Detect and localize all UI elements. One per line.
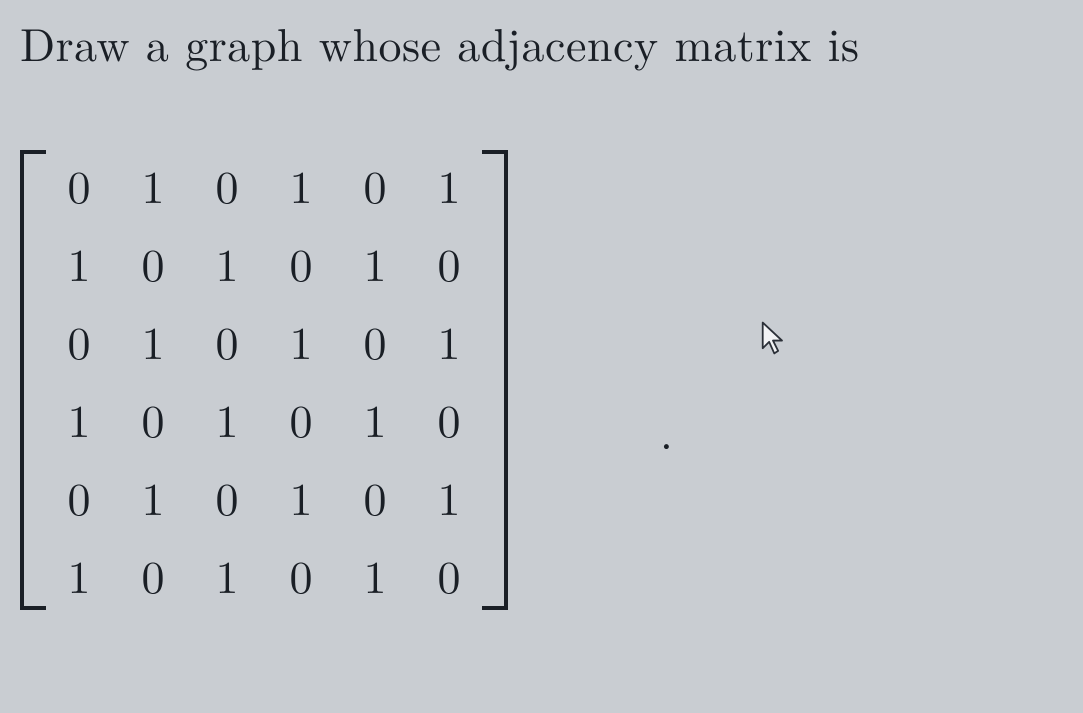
question-prompt: Draw a graph whose adjacency matrix is <box>20 10 860 75</box>
matrix-cell: 0 <box>64 162 94 208</box>
trailing-period: . <box>660 398 673 463</box>
matrix-cell: 1 <box>212 396 242 442</box>
matrix-cell: 1 <box>138 318 168 364</box>
matrix-cell: 1 <box>212 240 242 286</box>
matrix-cell: 0 <box>360 162 390 208</box>
matrix-cell: 0 <box>212 318 242 364</box>
matrix-right-bracket <box>486 150 508 610</box>
cursor-icon <box>760 320 786 356</box>
matrix-cell: 1 <box>212 552 242 598</box>
matrix-cell: 1 <box>286 474 316 520</box>
matrix-cell: 0 <box>286 240 316 286</box>
matrix-cell: 0 <box>138 396 168 442</box>
matrix-cell: 1 <box>138 474 168 520</box>
matrix-cell: 1 <box>360 396 390 442</box>
matrix-cell: 1 <box>286 162 316 208</box>
matrix-cell: 0 <box>434 240 464 286</box>
matrix-cell: 0 <box>138 240 168 286</box>
matrix-cell: 0 <box>434 552 464 598</box>
matrix-cell: 0 <box>64 474 94 520</box>
matrix-cell: 0 <box>286 552 316 598</box>
matrix-cell: 0 <box>212 474 242 520</box>
matrix-left-bracket <box>20 150 42 610</box>
matrix-cell: 1 <box>434 318 464 364</box>
matrix-cell: 1 <box>64 552 94 598</box>
adjacency-matrix: 010101101010010101101010010101101010 <box>20 150 508 610</box>
matrix-cell: 1 <box>64 240 94 286</box>
matrix-cell: 0 <box>138 552 168 598</box>
matrix-cell: 1 <box>64 396 94 442</box>
matrix-cell: 1 <box>286 318 316 364</box>
matrix-cell: 1 <box>434 162 464 208</box>
matrix-cell: 1 <box>434 474 464 520</box>
matrix-grid: 010101101010010101101010010101101010 <box>42 150 486 610</box>
matrix-cell: 0 <box>212 162 242 208</box>
matrix-cell: 0 <box>286 396 316 442</box>
matrix-cell: 0 <box>434 396 464 442</box>
matrix-cell: 0 <box>64 318 94 364</box>
matrix-cell: 0 <box>360 474 390 520</box>
matrix-cell: 1 <box>360 552 390 598</box>
matrix-cell: 0 <box>360 318 390 364</box>
matrix-cell: 1 <box>138 162 168 208</box>
matrix-cell: 1 <box>360 240 390 286</box>
